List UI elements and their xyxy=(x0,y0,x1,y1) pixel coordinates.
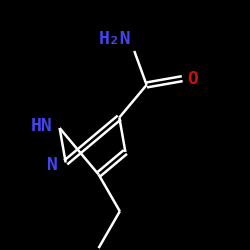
Text: H₂N: H₂N xyxy=(99,30,132,48)
Text: HN: HN xyxy=(30,116,52,134)
Text: O: O xyxy=(187,70,198,88)
Text: N: N xyxy=(47,156,58,174)
